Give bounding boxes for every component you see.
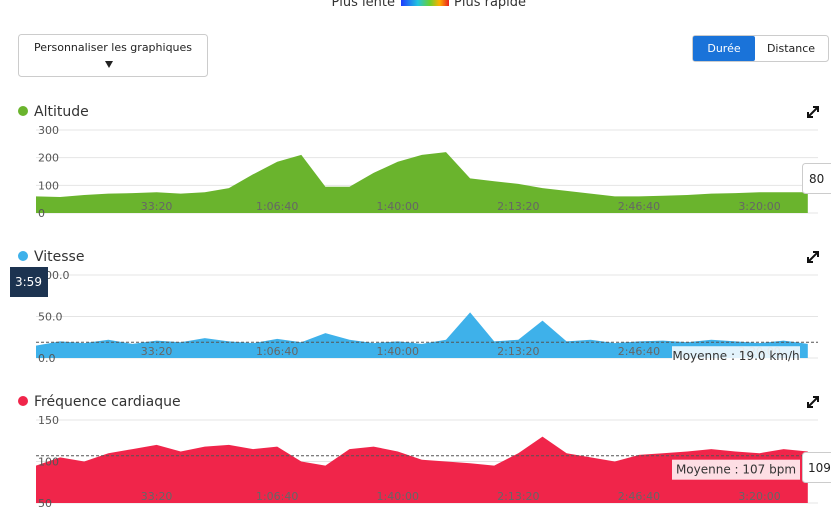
expand-icon	[807, 106, 819, 118]
x-tick-label: 33:20	[141, 200, 173, 213]
speed-gradient	[401, 0, 449, 6]
x-tick-label: 2:13:20	[497, 345, 539, 358]
y-tick-label: 50.0	[38, 311, 63, 324]
hover-box	[10, 267, 48, 297]
x-tick-label: 1:40:00	[377, 345, 419, 358]
customize-label: Personnaliser les graphiques	[34, 41, 192, 54]
y-tick-label: 50	[38, 497, 52, 510]
y-tick-label: 0	[38, 207, 45, 220]
x-tick-label: 3:20:00	[738, 490, 780, 503]
x-tick-label: 2:46:40	[618, 200, 660, 213]
average-label: Moyenne : 19.0 km/h	[672, 349, 799, 363]
x-tick-label: 33:20	[141, 345, 173, 358]
area	[36, 312, 808, 358]
x-tick-label: 33:20	[141, 490, 173, 503]
y-tick-label: 100	[38, 456, 59, 469]
legend-fast: Plus rapide	[454, 0, 526, 10]
hover-label: 80	[809, 172, 824, 186]
chart-title: Vitesse	[34, 249, 84, 265]
hover-label: 109	[808, 461, 831, 475]
y-tick-label: 100	[38, 179, 59, 192]
x-tick-label: 2:13:20	[497, 200, 539, 213]
y-tick-label: 300	[38, 124, 59, 137]
series-dot	[18, 106, 28, 116]
x-tick-label: 1:40:00	[377, 200, 419, 213]
hover-box	[802, 452, 831, 483]
series-dot	[18, 251, 28, 261]
average-label: Moyenne : 107 bpm	[676, 463, 796, 477]
x-tick-label: 1:06:40	[256, 345, 298, 358]
area	[36, 436, 808, 503]
toggle-duration[interactable]	[693, 36, 755, 61]
hover-label: 3:59	[15, 275, 42, 289]
x-tick-label: 3:20:00	[738, 200, 780, 213]
x-tick-label: 2:13:20	[497, 490, 539, 503]
expand-icon	[807, 396, 819, 408]
area	[36, 152, 808, 213]
y-tick-label: 150	[38, 414, 59, 427]
x-tick-label: 2:46:40	[618, 490, 660, 503]
x-tick-label: 1:40:00	[377, 490, 419, 503]
toggle-distance-label: Distance	[767, 42, 815, 55]
x-tick-label: 2:46:40	[618, 345, 660, 358]
customize-button[interactable]	[18, 34, 208, 77]
x-tick-label: 1:06:40	[256, 490, 298, 503]
average-box	[672, 459, 800, 480]
dropdown-arrow	[105, 61, 113, 68]
hover-box	[802, 163, 831, 194]
average-box	[672, 346, 800, 367]
chart-title: Altitude	[34, 104, 89, 120]
expand-icon	[807, 251, 819, 263]
x-tick-label: 1:06:40	[256, 200, 298, 213]
y-tick-label: 0.0	[38, 352, 56, 365]
chart-title: Fréquence cardiaque	[34, 394, 181, 410]
legend-slow: Plus lente	[331, 0, 395, 10]
y-tick-label: 200	[38, 152, 59, 165]
series-dot	[18, 396, 28, 406]
toggle-duration-label: Durée	[707, 42, 740, 55]
